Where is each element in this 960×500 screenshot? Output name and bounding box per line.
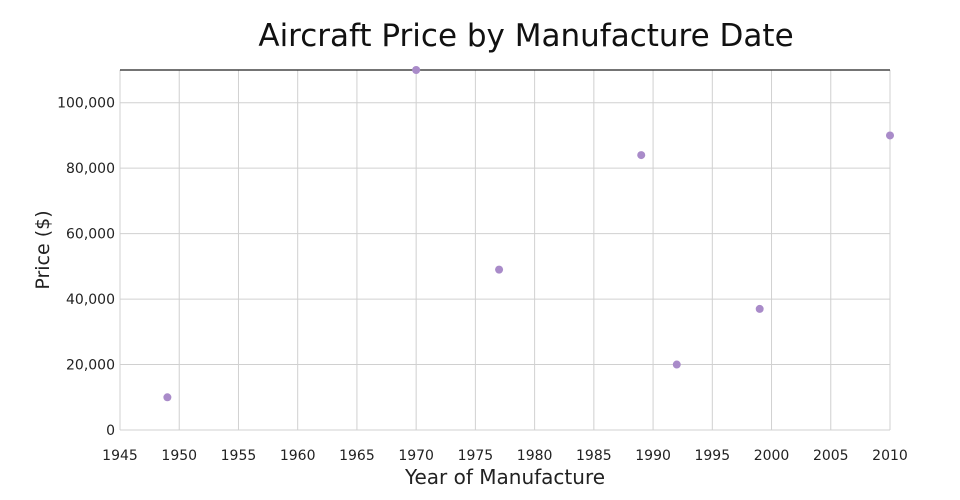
data-point <box>672 360 681 369</box>
data-point <box>886 131 894 140</box>
x-axis-label: Year of Manufacture <box>404 465 606 489</box>
x-tick-label: 1995 <box>694 448 730 464</box>
data-point <box>637 151 646 160</box>
y-tick-label: 100,000 <box>57 96 115 112</box>
x-tick-label: 1975 <box>458 448 494 464</box>
x-tick-label: 1945 <box>102 448 138 464</box>
x-tick-label: 1990 <box>635 448 671 464</box>
y-tick-label: 80,000 <box>66 161 115 177</box>
data-point <box>163 393 172 402</box>
x-tick-label: 1955 <box>221 448 257 464</box>
data-point <box>412 66 421 74</box>
y-tick-label: 60,000 <box>66 227 115 243</box>
x-tick-label: 1970 <box>398 448 434 464</box>
x-tick-label: 2005 <box>813 448 849 464</box>
y-tick-label: 20,000 <box>66 358 115 374</box>
x-tick-label: 1950 <box>161 448 197 464</box>
data-point <box>755 304 764 313</box>
x-tick-label: 2010 <box>872 448 908 464</box>
chart-title: Aircraft Price by Manufacture Date <box>258 18 794 54</box>
x-tick-label: 2000 <box>754 448 790 464</box>
x-tick-label: 1960 <box>280 448 316 464</box>
x-tick-label: 1965 <box>339 448 375 464</box>
x-tick-label: 1985 <box>576 448 612 464</box>
x-tick-label: 1980 <box>517 448 553 464</box>
y-tick-label: 0 <box>106 423 115 439</box>
data-point <box>495 265 504 274</box>
y-tick-label: 40,000 <box>66 292 115 308</box>
